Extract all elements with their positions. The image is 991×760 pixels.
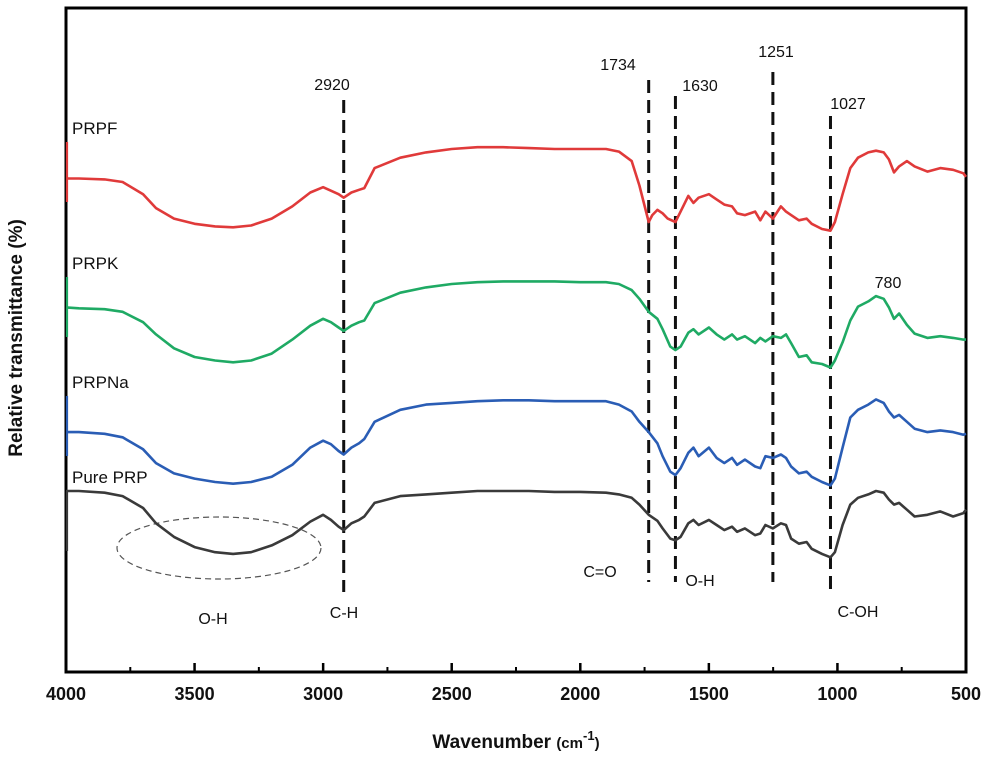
x-tick-label: 3500 xyxy=(175,684,215,704)
series-line-prpna xyxy=(66,398,967,487)
y-axis-title: Relative transmittance (%) xyxy=(6,219,27,457)
series-label: Pure PRP xyxy=(72,468,148,487)
functional-group-label: C-H xyxy=(330,605,358,622)
functional-group-label: O-H xyxy=(685,573,714,590)
series-line-prpk xyxy=(65,280,966,369)
x-tick-label: 1500 xyxy=(689,684,729,704)
functional-group-label: C-OH xyxy=(838,604,879,621)
series-line-pure-prp xyxy=(66,489,968,559)
functional-group-label: C=O xyxy=(583,564,616,581)
x-tick-label: 1000 xyxy=(817,684,857,704)
peak-label: 1630 xyxy=(682,78,718,95)
series-label: PRPNa xyxy=(72,373,129,392)
x-tick-label: 3000 xyxy=(303,684,343,704)
series-label: PRPK xyxy=(72,254,119,273)
series-line-prpf xyxy=(66,145,968,232)
x-axis-title: Wavenumber (cm-1) xyxy=(432,728,599,753)
functional-group-label: O-H xyxy=(198,611,227,628)
peak-label: 2920 xyxy=(314,77,350,94)
x-tick-label: 4000 xyxy=(46,684,86,704)
peak-label: 1027 xyxy=(830,96,866,113)
peak-label: 1251 xyxy=(758,44,794,61)
oh-band-highlight xyxy=(116,516,322,580)
series-label: PRPF xyxy=(72,119,117,138)
peak-label: 1734 xyxy=(600,57,636,74)
peak-label: 780 xyxy=(875,275,902,292)
x-tick-label: 2500 xyxy=(432,684,472,704)
x-tick-label: 500 xyxy=(951,684,981,704)
x-tick-label: 2000 xyxy=(560,684,600,704)
